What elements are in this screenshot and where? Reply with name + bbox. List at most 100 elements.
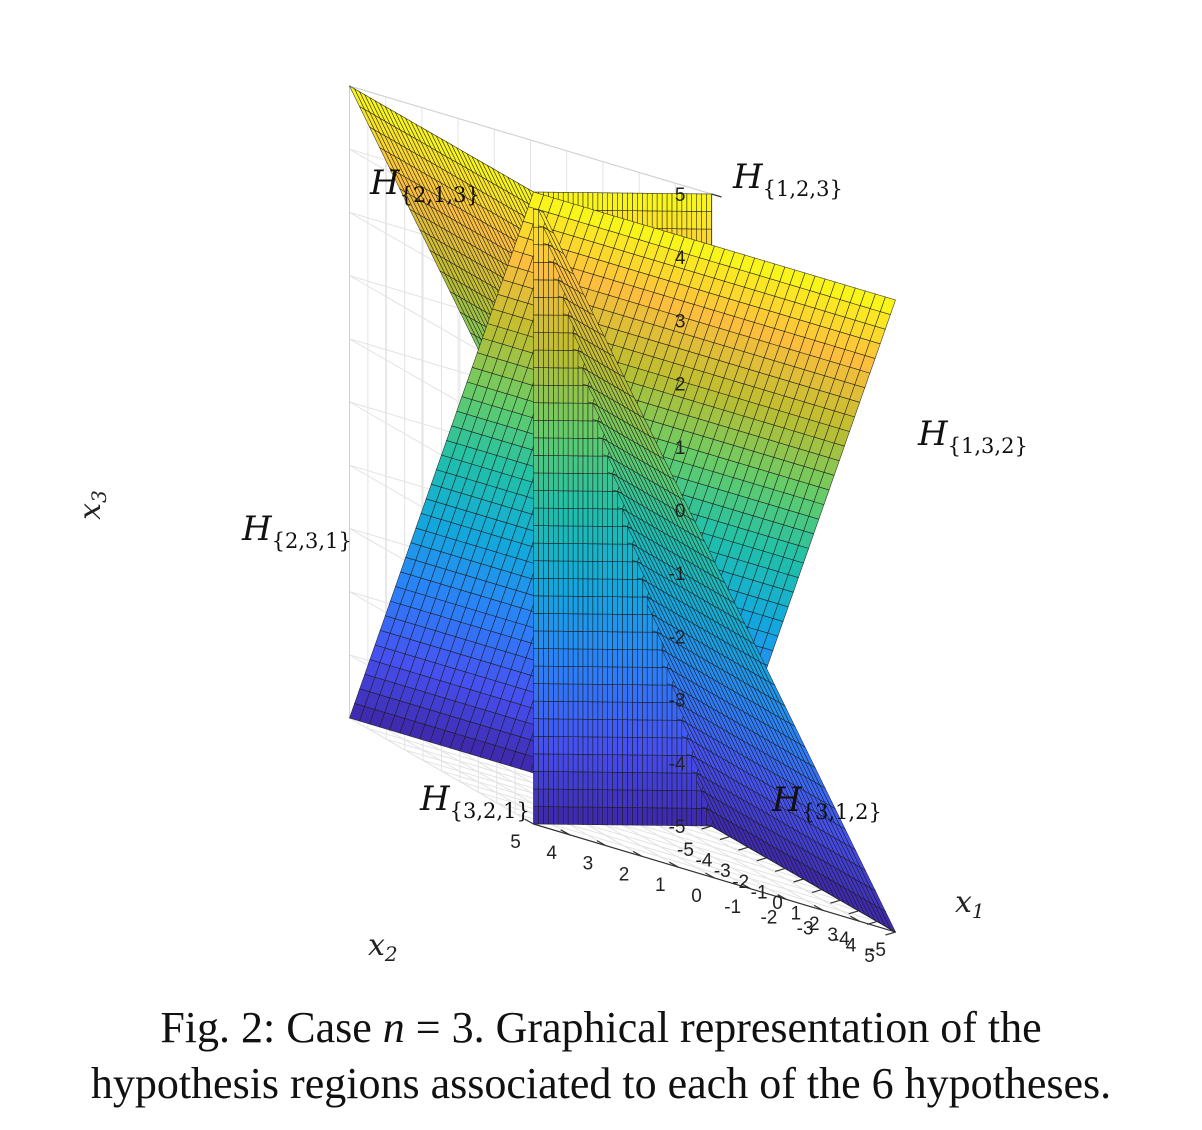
plane-x1-eq-x2-patch xyxy=(612,736,618,756)
plane-x1-eq-x2-patch xyxy=(557,701,564,720)
plane-x1-eq-x2-patch xyxy=(547,771,554,790)
plane-x1-eq-x2-patch xyxy=(607,508,613,527)
plane-x1-eq-x2-patch xyxy=(572,630,579,650)
x1-axis-label: x1 xyxy=(955,885,985,923)
plane-x1-eq-x2-patch xyxy=(552,788,559,808)
plane-x1-eq-x2-patch xyxy=(632,789,638,808)
plane-x1-eq-x2-patch xyxy=(651,719,658,738)
x2-tick-mark xyxy=(830,899,841,904)
plane-x1-eq-x2-patch xyxy=(641,649,648,668)
plane-x1-eq-x2-patch xyxy=(572,683,579,702)
x1-tick-mark xyxy=(813,904,824,911)
plane-x1-eq-x2-patch xyxy=(592,701,599,720)
plane-x1-eq-x2-patch xyxy=(533,367,539,386)
x2-tick-label: 3 xyxy=(827,925,838,946)
plane-x1-eq-x2-patch xyxy=(543,753,549,772)
plane-x1-eq-x2-patch xyxy=(533,788,539,807)
x2-tick-label: 0 xyxy=(772,893,783,914)
plane-x1-eq-x2-patch xyxy=(552,420,559,439)
plane-x1-eq-x2-patch xyxy=(607,684,613,703)
x3-tick-label: -5 xyxy=(669,817,686,838)
plane-x1-eq-x2-patch xyxy=(562,578,569,597)
plane-x1-eq-x2-patch xyxy=(666,737,673,756)
plane-x1-eq-x2-patch xyxy=(597,473,604,492)
plane-x1-eq-x2-patch xyxy=(538,455,544,474)
caption-line-2: hypothesis regions associated to each of… xyxy=(90,1059,1112,1108)
plane-x1-eq-x2-patch xyxy=(533,630,539,649)
plane-x1-eq-x2-patch xyxy=(602,473,609,492)
plane-x1-eq-x2-patch xyxy=(547,806,554,825)
plane-x1-eq-x2-patch xyxy=(538,630,544,649)
plane-x1-eq-x2-patch xyxy=(557,332,564,351)
plane-x1-eq-x2-patch xyxy=(582,525,589,545)
plane-x1-eq-x2-patch xyxy=(681,772,688,791)
plane-x1-eq-x2-patch xyxy=(538,595,544,614)
region-label-231: H{2,3,1} xyxy=(241,509,352,553)
plane-x1-eq-x2-patch xyxy=(533,525,539,544)
plane-x1-eq-x2-patch xyxy=(602,771,609,791)
plane-x1-eq-x2-patch xyxy=(582,578,589,597)
x1-tick-label: -5 xyxy=(869,940,886,961)
plane-x1-eq-x2-patch xyxy=(543,314,549,333)
plane-x1-eq-x2-patch xyxy=(582,789,589,808)
plane-x1-eq-x2-patch xyxy=(597,666,604,685)
plane-x1-eq-x2-patch xyxy=(646,772,653,791)
plane-x1-eq-x2-patch xyxy=(656,667,663,686)
plane-x1-eq-x2-patch xyxy=(543,525,549,544)
plane-x1-eq-x2-patch xyxy=(572,472,579,492)
plane-x1-eq-x2-patch xyxy=(567,595,574,615)
plane-x1-eq-x2-patch xyxy=(567,385,574,404)
plane-x1-eq-x2-patch xyxy=(607,543,613,562)
plane-x1-eq-x2-patch xyxy=(582,455,589,474)
plane-x1-eq-x2-patch xyxy=(612,701,618,720)
plane-x1-eq-x2-patch xyxy=(661,719,668,739)
plane-x1-eq-x2-patch xyxy=(552,332,559,351)
plane-x1-eq-x2-patch xyxy=(592,613,599,632)
plane-x1-eq-x2-patch xyxy=(627,578,633,598)
plane-x1-eq-x2-patch xyxy=(602,192,609,211)
x3-tick-label: 0 xyxy=(675,501,686,522)
plane-x1-eq-x2-patch xyxy=(572,420,579,439)
plane-x1-eq-x2-patch xyxy=(592,420,599,439)
plane-x1-eq-x2-patch xyxy=(612,789,618,808)
plane-x1-eq-x2-patch xyxy=(547,736,554,755)
plane-x1-eq-x2-patch xyxy=(617,666,623,685)
plane-x1-eq-x2-patch xyxy=(651,789,658,809)
plane-x1-eq-x2-patch xyxy=(627,754,633,773)
x1-tick-label: 3 xyxy=(583,854,594,875)
plane-x1-eq-x2-patch xyxy=(582,613,589,632)
x1-tick-mark xyxy=(741,883,751,890)
plane-x1-eq-x2-patch xyxy=(602,525,609,545)
x1-tick-label: 0 xyxy=(691,886,702,907)
plane-x1-eq-x2-patch xyxy=(557,490,564,509)
plane-x1-eq-x2-patch xyxy=(582,701,589,720)
plane-x1-eq-x2-patch xyxy=(572,806,579,825)
plane-x1-eq-x2-patch xyxy=(587,578,594,597)
x2-tick-label: -2 xyxy=(732,872,749,893)
plane-x1-eq-x2-patch xyxy=(538,367,544,386)
plane-x1-eq-x2-patch xyxy=(567,753,574,773)
x1-tick-label: 1 xyxy=(655,875,666,896)
plane-x1-eq-x2-patch xyxy=(661,772,668,791)
plane-x1-eq-x2-patch xyxy=(572,490,579,509)
plane-x1-eq-x2-patch xyxy=(617,754,623,773)
figure-caption: Fig. 2: Case n = 3. Graphical representa… xyxy=(0,1000,1202,1112)
plane-x1-eq-x2-patch xyxy=(538,613,544,632)
x3-tick-label: 2 xyxy=(675,375,686,396)
x1-tick-label: -4 xyxy=(833,929,850,950)
plane-x1-eq-x2-patch xyxy=(557,525,564,544)
x2-tick-mark xyxy=(719,836,731,841)
plane-x1-eq-x2-patch xyxy=(592,771,599,790)
plane-x1-eq-x2-patch xyxy=(552,578,559,597)
plane-x1-eq-x2-patch xyxy=(632,736,638,756)
plane-x1-eq-x2-patch xyxy=(661,210,668,229)
plane-x1-eq-x2-patch xyxy=(592,683,599,703)
plane-x1-eq-x2-patch xyxy=(547,648,554,667)
plane-x1-eq-x2-patch xyxy=(538,437,544,456)
plane-x1-eq-x2-patch xyxy=(582,595,589,615)
plane-x1-eq-x2-patch xyxy=(577,578,584,597)
plane-x1-eq-x2-patch xyxy=(641,631,648,651)
plane-x1-eq-x2-patch xyxy=(557,648,564,667)
plane-x1-eq-x2-patch xyxy=(636,772,643,791)
plane-x1-eq-x2-patch xyxy=(597,719,604,738)
